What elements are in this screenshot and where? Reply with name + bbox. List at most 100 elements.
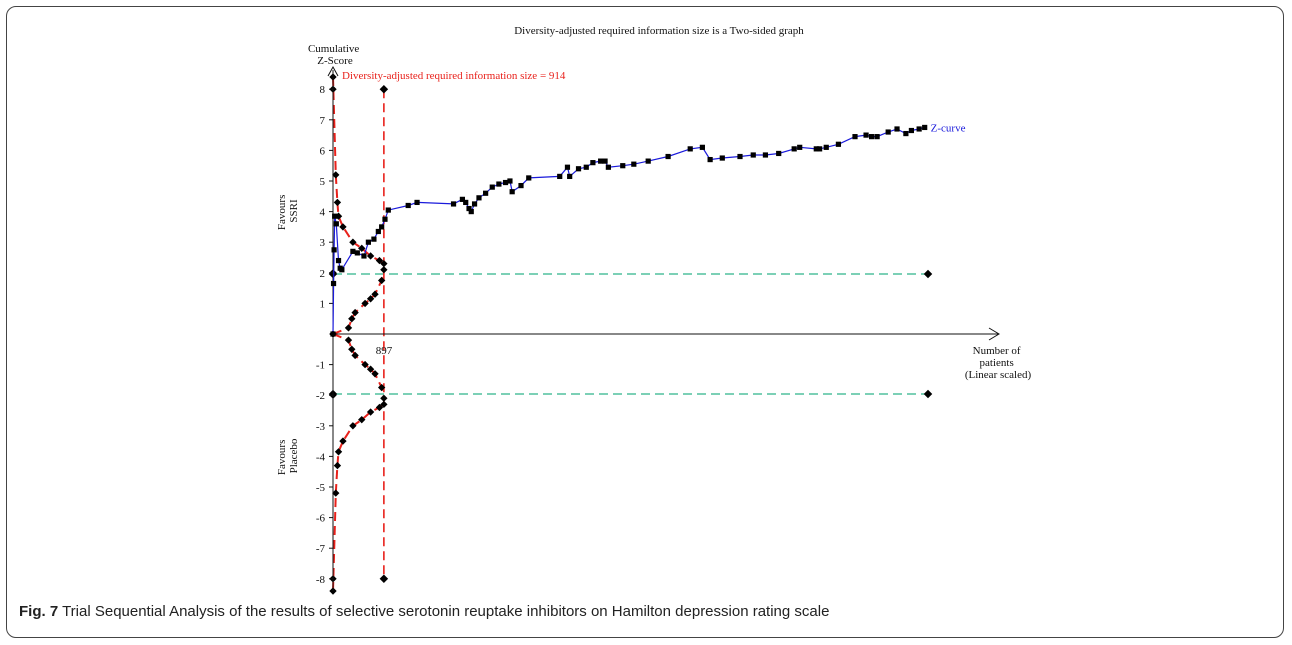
lower-monitoring-boundary-diamond bbox=[366, 408, 375, 416]
z-curve-point bbox=[699, 144, 705, 150]
z-curve-point bbox=[874, 134, 880, 140]
z-curve-point bbox=[823, 144, 829, 150]
figure-caption: Fig. 7 Trial Sequential Analysis of the … bbox=[19, 603, 1269, 620]
z-curve-point bbox=[365, 239, 371, 245]
z-curve-point bbox=[598, 158, 604, 164]
y-tick-label: -5 bbox=[316, 482, 326, 494]
y-tick-label: -3 bbox=[316, 421, 326, 433]
upper-monitoring-boundary-diamond bbox=[380, 259, 388, 268]
z-curve-point bbox=[903, 130, 909, 137]
z-curve-point bbox=[335, 257, 342, 264]
figure-frame bbox=[6, 6, 1284, 638]
chart-title: Diversity-adjusted required information … bbox=[514, 25, 804, 37]
z-curve-point bbox=[414, 199, 420, 206]
z-curve-point bbox=[526, 175, 532, 181]
lower-futility-boundary-diamond bbox=[344, 336, 353, 344]
z-curve-point bbox=[719, 155, 725, 161]
y-axis-arrow bbox=[327, 65, 339, 77]
z-curve-point bbox=[631, 161, 637, 167]
z-curve-point bbox=[330, 331, 336, 337]
z-curve-point bbox=[602, 158, 608, 164]
z-curve-point bbox=[405, 202, 411, 209]
upper-futility-boundary-diamond bbox=[366, 295, 375, 303]
upper-monitoring-boundary-diamond bbox=[358, 244, 366, 252]
y-tick-label: 2 bbox=[320, 268, 326, 280]
lower-futility-boundary-diamond bbox=[361, 360, 369, 369]
y-axis-label: Cumulative Z-Score bbox=[308, 43, 362, 67]
z-curve-point bbox=[863, 132, 869, 138]
z-curve-point bbox=[835, 141, 842, 147]
z-curve-point bbox=[894, 126, 900, 132]
z-curve-label: Z-curve bbox=[931, 122, 966, 134]
lower-futility-boundary-diamond bbox=[366, 365, 375, 373]
z-curve-point bbox=[762, 152, 769, 158]
ris-top-marker bbox=[379, 84, 389, 94]
z-curve-point bbox=[557, 173, 563, 180]
lower-monitoring-boundary bbox=[332, 403, 385, 592]
ris-bottom-marker bbox=[379, 574, 389, 584]
z-curve-point bbox=[354, 250, 360, 256]
z-curve-point bbox=[489, 184, 495, 190]
z-curve-point bbox=[450, 201, 457, 207]
z-curve-point bbox=[620, 163, 626, 169]
z-curve-point bbox=[385, 207, 391, 213]
x-axis-label-line3: (Linear scaled) bbox=[965, 369, 1032, 381]
z-curve-point bbox=[916, 126, 922, 132]
y-tick-label: 7 bbox=[320, 115, 326, 127]
figure-caption-label: Fig. 7 bbox=[19, 603, 59, 620]
upper-futility-boundary bbox=[332, 269, 385, 335]
z-curve-point bbox=[908, 127, 915, 134]
z-curve-point bbox=[471, 201, 478, 207]
y-tick-label: -6 bbox=[316, 513, 326, 525]
y-tick-label: 6 bbox=[320, 145, 326, 157]
x-axis-label-line1: Number of bbox=[973, 345, 1021, 357]
z-curve-point bbox=[687, 146, 693, 152]
data-layer: Z-curve bbox=[330, 122, 966, 337]
conventional-boundary-end-marker bbox=[923, 389, 933, 399]
z-curve-point bbox=[885, 129, 891, 135]
y-tick-label: -4 bbox=[316, 451, 326, 463]
upper-futility-boundary-diamond bbox=[348, 315, 356, 323]
z-curve-point bbox=[333, 221, 339, 227]
z-curve-point bbox=[707, 156, 713, 163]
lower-monitoring-boundary-diamond bbox=[358, 416, 366, 424]
z-curve-point bbox=[502, 179, 509, 186]
z-curve-point bbox=[750, 152, 756, 158]
z-curve-point bbox=[797, 144, 803, 150]
z-curve-point bbox=[567, 173, 573, 180]
lower-futility-boundary-diamond bbox=[348, 345, 356, 353]
z-curve-line bbox=[332, 126, 925, 335]
y-tick-label: 3 bbox=[320, 237, 326, 249]
lower-monitoring-boundary-diamond bbox=[380, 400, 388, 409]
x-axis-label: Number of patients (Linear scaled) bbox=[965, 345, 1032, 381]
z-curve-point bbox=[868, 134, 875, 140]
lower-futility-boundary-diamond bbox=[351, 351, 359, 360]
upper-monitoring-boundary-diamond bbox=[333, 198, 342, 207]
lower-monitoring-boundary-diamond bbox=[375, 403, 384, 412]
z-curve-point bbox=[575, 166, 582, 172]
x-axis-label-line2: patients bbox=[980, 357, 1014, 369]
z-curve-point bbox=[922, 124, 928, 131]
favours-ssri-line1: Favours bbox=[276, 195, 288, 230]
lower-monitoring-boundary-diamond bbox=[332, 489, 340, 497]
z-curve-point bbox=[463, 199, 469, 206]
y-tick-label: 8 bbox=[320, 84, 326, 96]
favours-ssri-line2: SSRI bbox=[288, 199, 300, 223]
favours-ssri-label: Favours SSRI bbox=[276, 192, 300, 230]
z-curve-point bbox=[813, 146, 819, 152]
z-curve-point bbox=[331, 247, 337, 253]
y-axis-label-text: Cumulative bbox=[308, 43, 359, 55]
upper-monitoring-boundary-diamond bbox=[332, 171, 340, 179]
x-marker-label: 897 bbox=[376, 345, 393, 357]
z-curve-point bbox=[509, 189, 515, 195]
lower-futility-boundary bbox=[332, 333, 385, 399]
lower-monitoring-boundary-diamond bbox=[333, 461, 342, 470]
z-curve-point bbox=[645, 158, 651, 164]
upper-futility-boundary-diamond bbox=[344, 324, 353, 332]
y-tick-label: -7 bbox=[316, 543, 326, 555]
z-curve-point bbox=[564, 164, 571, 170]
upper-futility-boundary-diamond bbox=[361, 299, 369, 308]
upper-futility-boundary-diamond bbox=[371, 290, 379, 298]
z-curve-point bbox=[332, 213, 338, 219]
